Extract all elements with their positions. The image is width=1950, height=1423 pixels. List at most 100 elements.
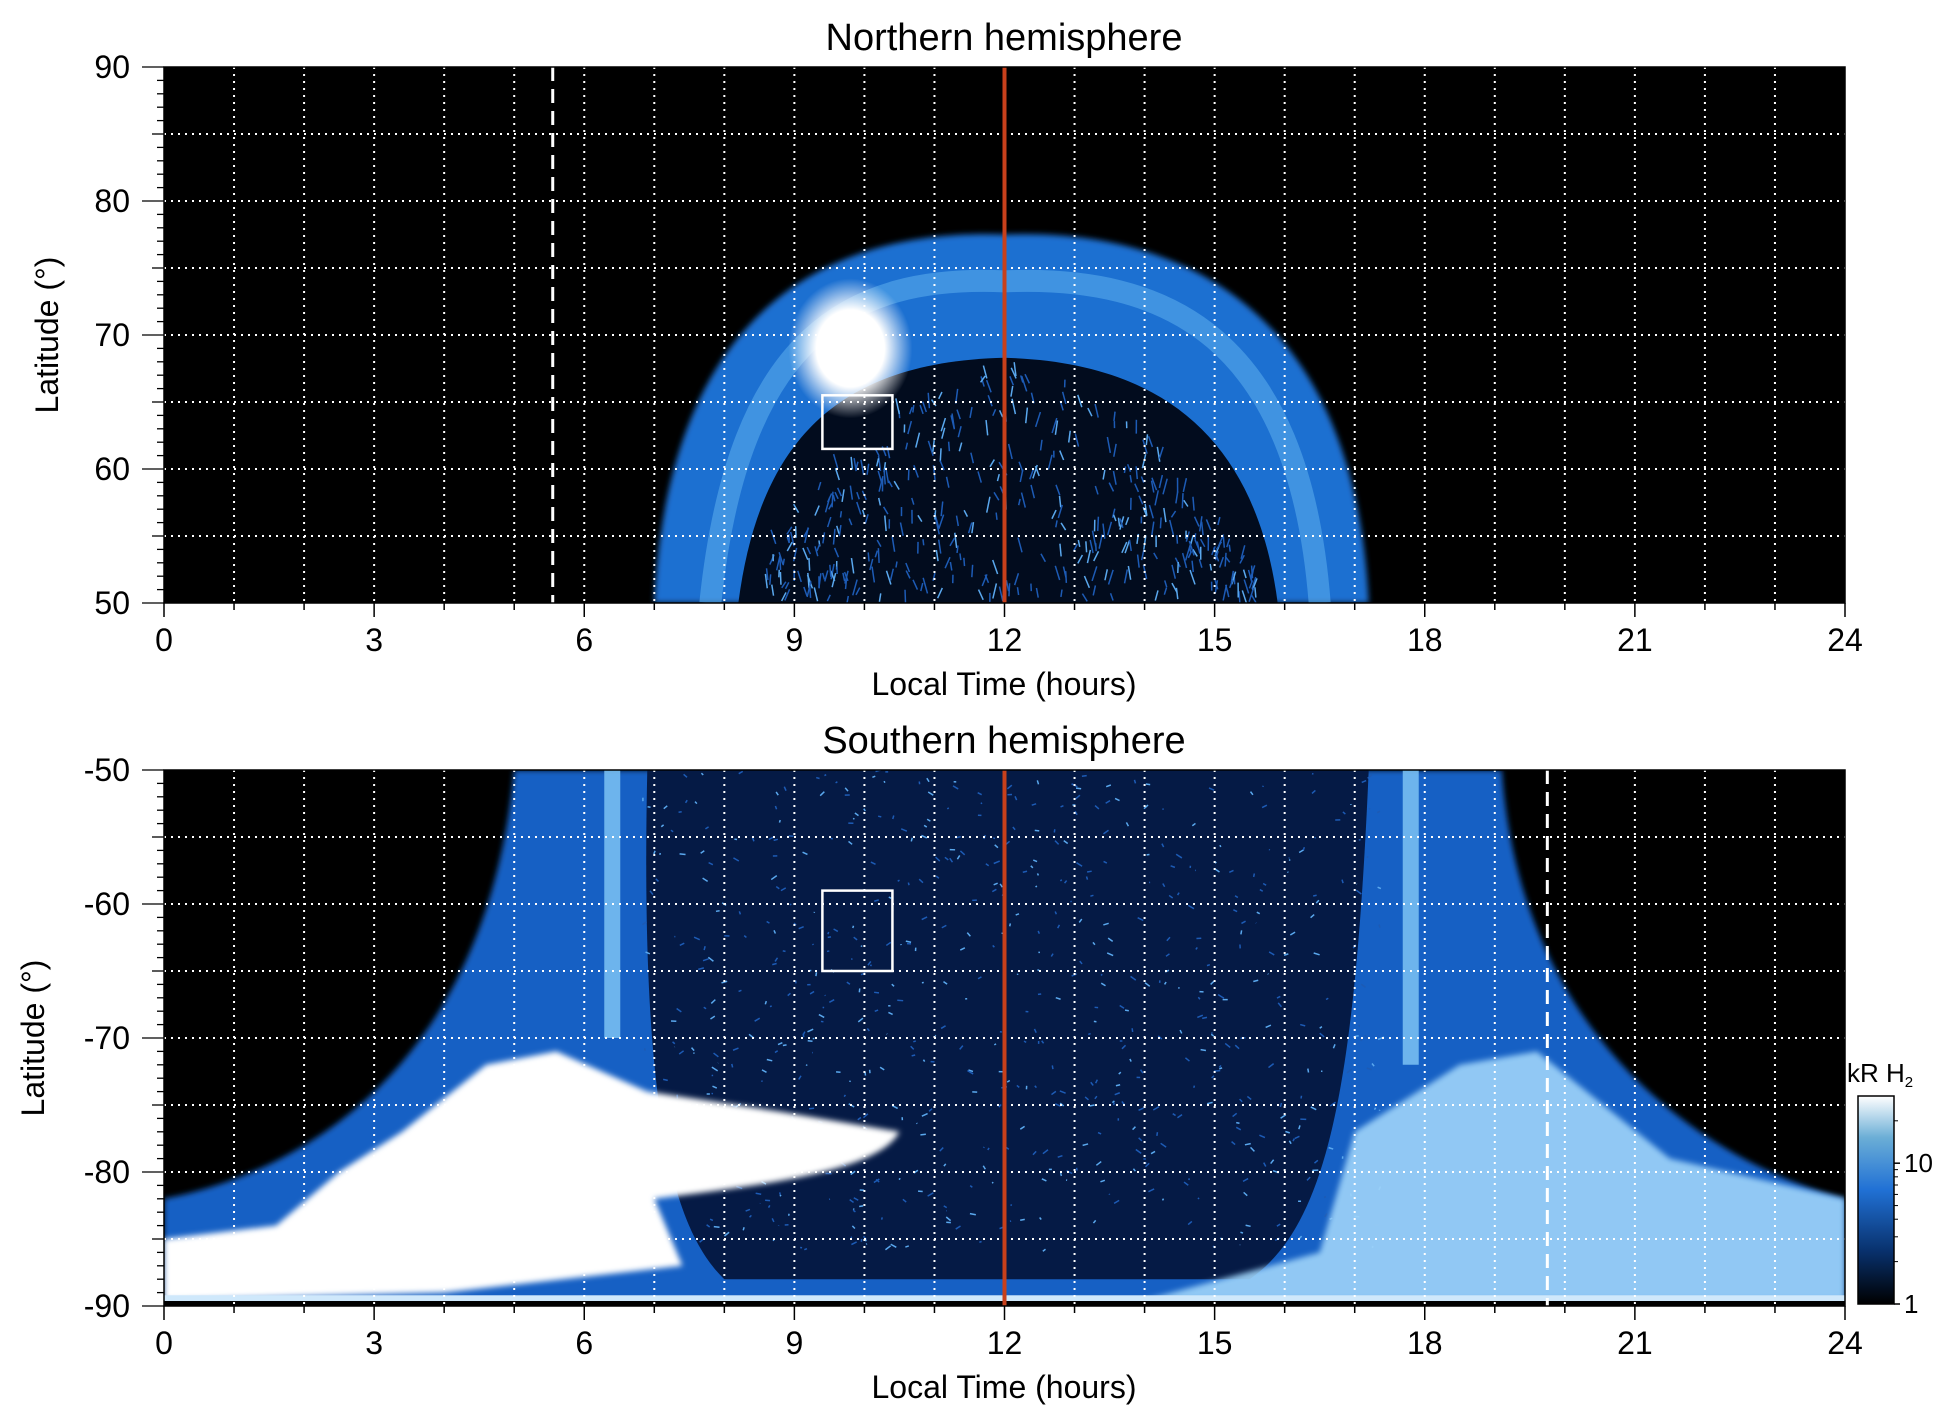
speckle-mark <box>771 1218 775 1223</box>
speckle-mark <box>1106 521 1113 536</box>
speckle-mark <box>1187 1220 1193 1226</box>
speckle-mark <box>1367 774 1373 779</box>
speckle-mark <box>1332 1044 1336 1049</box>
speckle-mark <box>1059 1090 1066 1094</box>
speckle-mark <box>1086 870 1092 873</box>
speckle-mark <box>1163 580 1168 588</box>
speckle-mark <box>1229 869 1234 873</box>
speckle-mark <box>1098 534 1103 549</box>
speckle-mark <box>1285 1130 1290 1134</box>
speckle-mark <box>905 570 911 579</box>
speckle-mark <box>1151 477 1158 491</box>
speckle-mark <box>690 1047 695 1052</box>
speckle-mark <box>1019 375 1024 383</box>
speckle-mark <box>830 837 834 840</box>
speckle-mark <box>1239 554 1245 564</box>
speckle-mark <box>941 427 946 439</box>
speckle-mark <box>1135 466 1139 480</box>
speckle-mark <box>1063 880 1068 884</box>
x-tick-label: 3 <box>365 1325 383 1361</box>
speckle-mark <box>1364 1034 1369 1040</box>
speckle-mark <box>813 587 819 602</box>
speckle-mark <box>1094 403 1099 418</box>
speckle-mark <box>1094 805 1100 810</box>
speckle-mark <box>824 497 831 513</box>
speckle-mark <box>1064 571 1068 583</box>
speckle-mark <box>959 1045 964 1050</box>
speckle-mark <box>773 929 777 934</box>
speckle-mark <box>1238 591 1241 603</box>
speckle-mark <box>1191 822 1196 827</box>
speckle-mark <box>1035 587 1039 598</box>
speckle-mark <box>1161 1198 1165 1201</box>
speckle-mark <box>1126 463 1132 472</box>
speckle-mark <box>723 1231 730 1237</box>
speckle-mark <box>1055 996 1061 1000</box>
speckle-mark <box>1091 566 1098 582</box>
x-tick-label: 9 <box>785 1325 803 1361</box>
speckle-mark <box>852 925 855 929</box>
speckle-mark <box>1168 519 1175 536</box>
speckle-mark <box>1171 582 1178 593</box>
speckle-mark <box>867 552 870 562</box>
speckle-mark <box>1214 580 1219 594</box>
speckle-mark <box>806 574 814 589</box>
speckle-mark <box>653 850 656 855</box>
speckle-mark <box>1079 960 1083 965</box>
north-xlabel: Local Time (hours) <box>872 666 1137 702</box>
speckle-mark <box>1371 1063 1375 1067</box>
speckle-mark <box>1277 1002 1283 1008</box>
speckle-mark <box>834 491 839 500</box>
speckle-mark <box>1123 569 1129 584</box>
speckle-mark <box>1215 541 1223 550</box>
speckle-mark <box>781 581 787 589</box>
speckle-mark <box>1119 1004 1125 1009</box>
x-tick-label: 15 <box>1197 1325 1233 1361</box>
speckle-mark <box>1007 443 1013 460</box>
speckle-mark <box>1254 587 1257 598</box>
speckle-mark <box>1060 805 1064 808</box>
north-title: Northern hemisphere <box>826 17 1183 59</box>
north-panel: Northern hemisphere 0 3 6 9 12 15 18 21 24 50 60 70… <box>29 17 1863 702</box>
speckle-mark <box>862 1113 869 1119</box>
speckle-mark <box>1148 504 1154 519</box>
speckle-mark <box>771 584 775 596</box>
speckle-mark <box>1077 554 1084 564</box>
speckle-mark <box>1189 569 1196 585</box>
north-axes: 0 3 6 9 12 15 18 21 24 50 60 70 80 90 <box>94 49 1862 658</box>
speckle-mark <box>897 879 900 882</box>
speckle-mark <box>1307 1068 1310 1073</box>
speckle-mark <box>941 924 947 929</box>
speckle-mark <box>1240 545 1246 559</box>
speckle-mark <box>857 1017 864 1023</box>
speckle-mark <box>1165 953 1170 957</box>
speckle-mark <box>1107 937 1114 943</box>
speckle-mark <box>951 413 956 429</box>
speckle-mark <box>833 928 839 933</box>
speckle-mark <box>977 791 983 796</box>
speckle-mark <box>918 878 924 884</box>
speckle-mark <box>877 815 882 818</box>
speckle-mark <box>1217 516 1221 526</box>
speckle-mark <box>955 1225 961 1230</box>
speckle-mark <box>949 537 956 547</box>
speckle-mark <box>764 573 769 589</box>
speckle-mark <box>1006 784 1013 790</box>
speckle-mark <box>802 547 809 561</box>
speckle-mark <box>902 1198 907 1203</box>
speckle-mark <box>742 1227 745 1231</box>
north-speckle <box>764 362 1258 603</box>
speckle-mark <box>1150 480 1155 493</box>
speckle-mark <box>802 851 808 856</box>
speckle-mark <box>1302 846 1306 851</box>
speckle-mark <box>1067 430 1071 443</box>
speckle-mark <box>1100 1179 1106 1183</box>
speckle-mark <box>1202 1016 1208 1020</box>
speckle-mark <box>1210 980 1215 985</box>
speckle-mark <box>874 991 880 994</box>
speckle-mark <box>1063 840 1069 845</box>
speckle-mark <box>1017 498 1021 506</box>
speckle-mark <box>870 861 876 866</box>
speckle-mark <box>966 932 971 937</box>
speckle-mark <box>1140 549 1145 561</box>
